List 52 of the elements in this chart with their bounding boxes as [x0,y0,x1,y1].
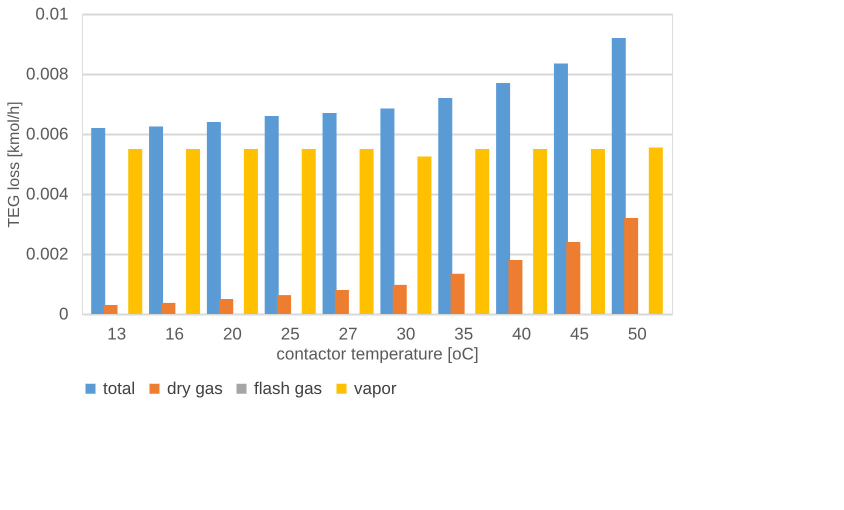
bar [161,302,176,314]
x-tick-label: 45 [570,324,589,344]
bar [104,305,118,314]
legend-label: total [103,378,136,398]
bar [244,149,258,314]
y-tick-label: 0 [59,304,68,324]
bar [496,83,510,314]
bar [206,122,221,314]
legend-label: vapor [354,378,397,398]
bar [264,116,279,314]
x-tick-label: 20 [222,324,242,344]
x-tick-label: 16 [165,324,184,344]
x-tick-label: 50 [628,324,647,344]
bar [590,149,605,314]
x-tick-label: 30 [396,324,416,344]
bar [508,260,522,314]
bar [612,38,626,314]
bar [277,295,292,314]
y-tick-label: 0.006 [26,124,68,144]
bar [380,108,394,314]
bar [624,218,638,314]
x-tick-label: 13 [107,324,126,344]
bar [91,128,106,314]
y-tick-label: 0.008 [26,64,68,84]
legend-label: dry gas [167,378,223,398]
bar [322,113,337,314]
bar [302,149,316,314]
legend-label: flash gas [254,378,322,398]
y-axis-title: TEG loss [kmol/h] [6,101,23,228]
bar [475,149,490,314]
y-tick-label: 0.004 [26,184,68,204]
bar [219,299,234,314]
x-axis-title: contactor temperature [oC] [276,344,479,364]
bar [128,149,142,314]
bar [554,64,568,314]
x-tick-label: 40 [512,324,532,344]
x-tick-label: 35 [454,324,474,344]
bar [533,149,548,314]
bar [334,290,349,314]
bar [417,156,432,314]
bar [186,149,200,314]
x-tick-label: 27 [338,324,358,344]
bar [438,98,452,314]
bar [648,148,663,314]
bar [566,242,580,314]
bar [392,284,407,314]
bar [450,274,465,314]
y-tick-label: 0.002 [26,244,68,264]
bar [149,126,164,314]
x-tick-label: 25 [280,324,300,344]
bar [360,149,374,314]
y-tick-label: 0.01 [35,4,68,24]
